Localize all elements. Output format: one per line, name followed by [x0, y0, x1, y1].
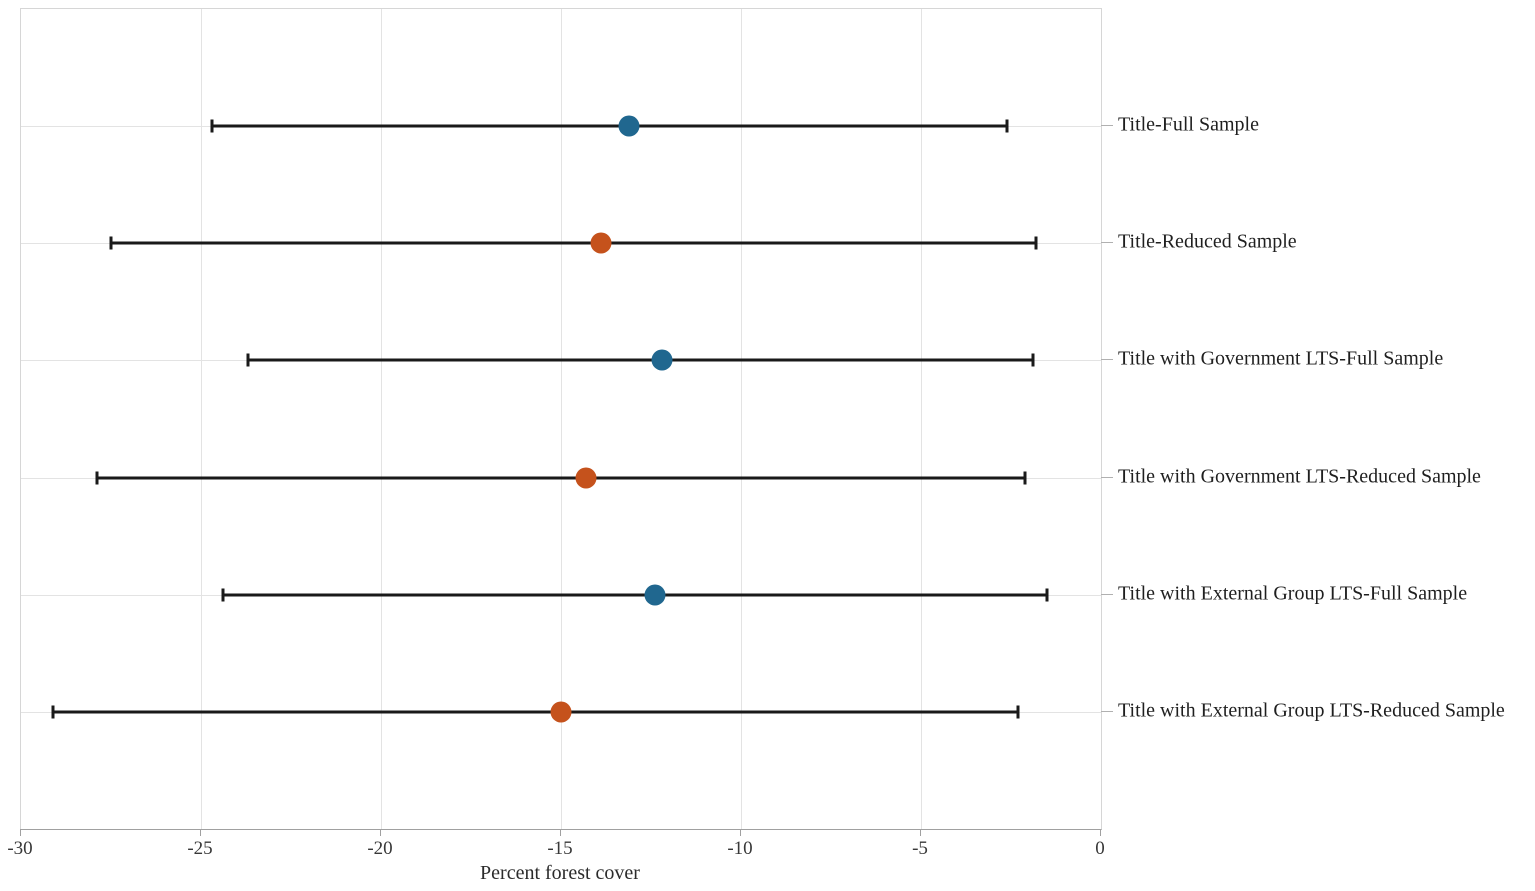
row-label: Title with Government LTS-Reduced Sample	[1118, 465, 1481, 488]
estimate-point	[575, 467, 597, 489]
x-tick-label: -15	[547, 838, 573, 859]
x-tick-label: -25	[187, 838, 213, 859]
row-label: Title-Reduced Sample	[1118, 230, 1297, 253]
row-label: Title with External Group LTS-Reduced Sa…	[1118, 699, 1505, 722]
ci-lower-cap	[221, 588, 225, 602]
ci-lower-cap	[210, 119, 214, 133]
ci-lower-cap	[109, 236, 113, 250]
x-tick-mark	[1100, 829, 1101, 836]
ci-upper-cap	[1034, 236, 1038, 250]
confidence-interval-bar	[222, 593, 1047, 597]
y-tick-mark	[1101, 476, 1113, 478]
x-gridline	[921, 9, 922, 829]
y-tick-mark	[1101, 242, 1113, 244]
x-tick-label: -30	[7, 838, 33, 859]
ci-upper-cap	[1045, 588, 1049, 602]
confidence-interval-bar	[111, 241, 1037, 245]
x-axis-title: Percent forest cover	[480, 862, 640, 884]
ci-upper-cap	[1016, 705, 1020, 719]
x-tick-label: -20	[367, 838, 393, 859]
x-gridline	[741, 9, 742, 829]
estimate-point	[651, 349, 673, 371]
confidence-interval-bar	[53, 710, 1019, 714]
estimate-point	[644, 584, 666, 606]
ci-lower-cap	[95, 471, 99, 485]
x-tick-label: 0	[1095, 838, 1105, 859]
x-tick-mark	[560, 829, 561, 836]
x-tick-mark	[20, 829, 21, 836]
confidence-interval-bar	[96, 476, 1026, 480]
confidence-interval-bar	[247, 358, 1033, 362]
plot-area	[20, 8, 1102, 830]
x-gridline	[201, 9, 202, 829]
y-tick-mark	[1101, 593, 1113, 595]
y-tick-mark	[1101, 125, 1113, 127]
y-tick-mark	[1101, 359, 1113, 361]
ci-upper-cap	[1023, 471, 1027, 485]
row-label: Title with External Group LTS-Full Sampl…	[1118, 582, 1468, 605]
x-tick-mark	[740, 829, 741, 836]
x-tick-mark	[920, 829, 921, 836]
estimate-point	[590, 232, 612, 254]
x-tick-mark	[380, 829, 381, 836]
estimate-point	[618, 115, 640, 137]
x-gridline	[381, 9, 382, 829]
y-tick-mark	[1101, 710, 1113, 712]
x-gridline	[561, 9, 562, 829]
x-tick-label: -10	[727, 838, 753, 859]
row-label: Title-Full Sample	[1118, 113, 1259, 136]
row-label-column: Title-Full Sample Title-Reduced Sample Tit…	[1101, 8, 1535, 828]
ci-upper-cap	[1005, 119, 1009, 133]
ci-upper-cap	[1031, 353, 1035, 367]
ci-lower-cap	[51, 705, 55, 719]
estimate-point	[550, 701, 572, 723]
confidence-interval-bar	[211, 124, 1008, 128]
x-tick-label: -5	[912, 838, 928, 859]
x-tick-mark	[200, 829, 201, 836]
ci-lower-cap	[246, 353, 250, 367]
row-label: Title with Government LTS-Full Sample	[1118, 347, 1444, 370]
